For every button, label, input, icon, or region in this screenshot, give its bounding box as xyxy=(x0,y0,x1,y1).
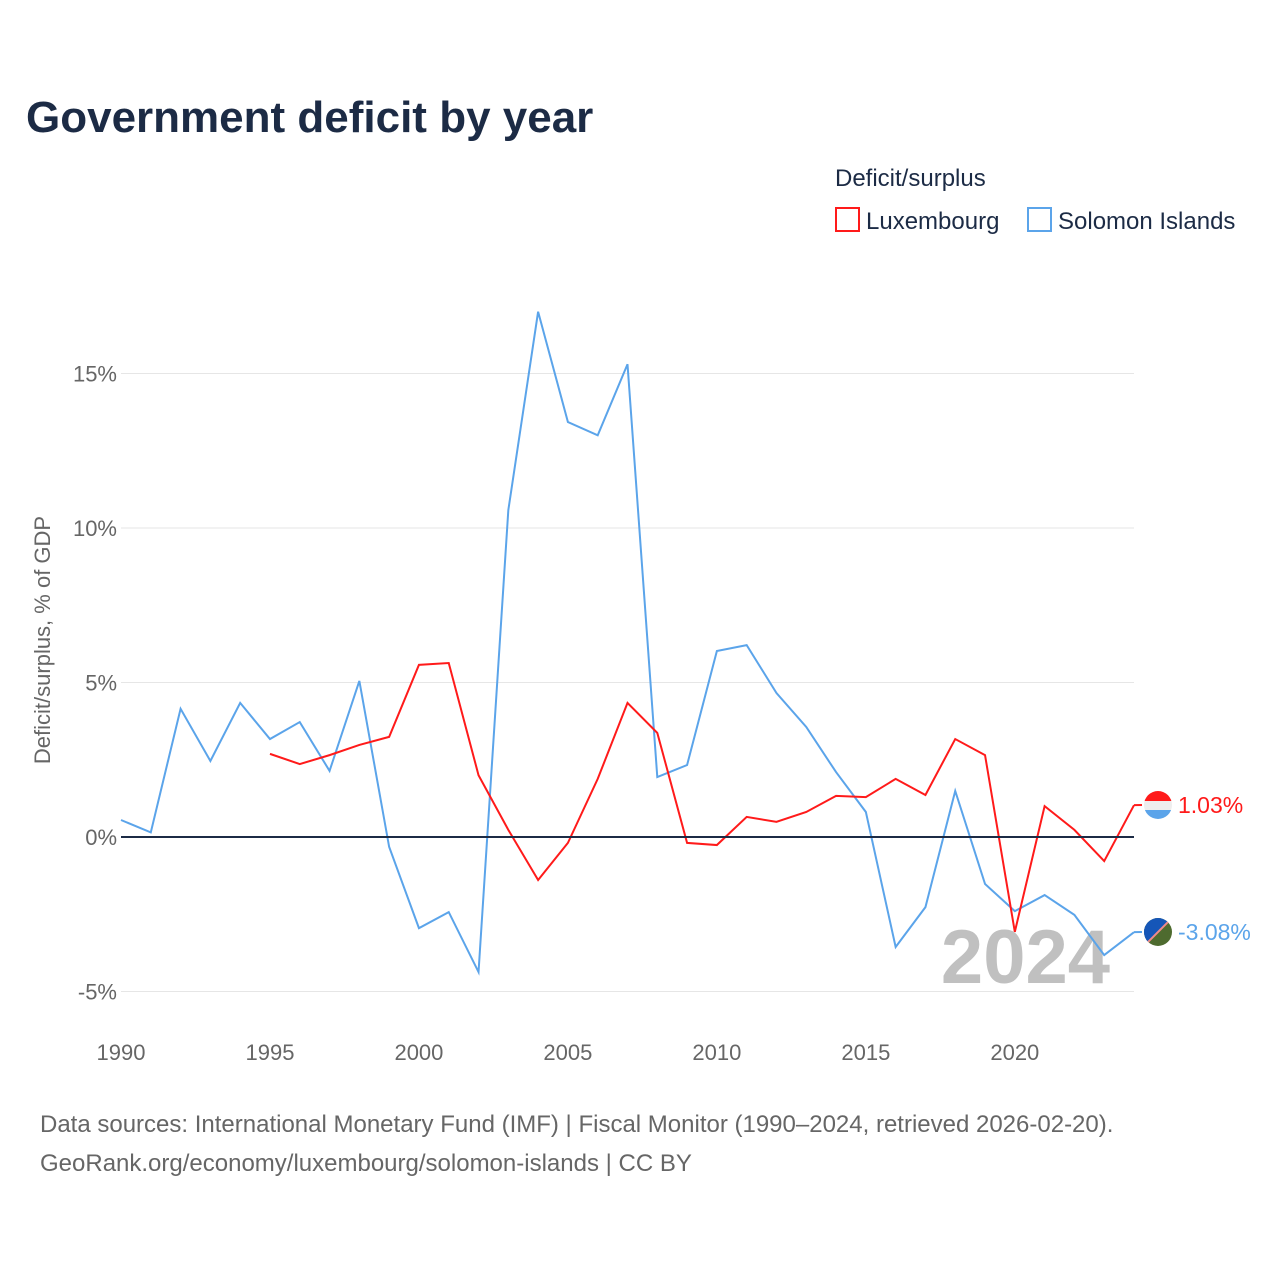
x-tick-label: 1990 xyxy=(97,1040,146,1065)
chart-title: Government deficit by year xyxy=(26,93,593,142)
legend-swatch xyxy=(836,208,859,231)
y-axis-label: Deficit/surplus, % of GDP xyxy=(30,516,55,764)
x-tick-label: 2020 xyxy=(990,1040,1039,1065)
end-value-label: -3.08% xyxy=(1178,919,1251,945)
x-tick-label: 2015 xyxy=(841,1040,890,1065)
legend-label[interactable]: Solomon Islands xyxy=(1058,208,1235,235)
y-tick-label: 0% xyxy=(85,825,117,850)
end-labels: 1.03% -3.08% xyxy=(1134,791,1251,946)
x-tick-label: 2005 xyxy=(543,1040,592,1065)
legend: Luxembourg Solomon Islands xyxy=(836,208,1235,235)
solomon-islands-flag-icon xyxy=(1144,918,1172,946)
legend-title: Deficit/surplus xyxy=(835,165,986,192)
series-line-luxembourg xyxy=(270,663,1134,932)
luxembourg-flag-icon xyxy=(1144,791,1172,820)
y-tick-label: 5% xyxy=(85,671,117,696)
y-tick-label: 10% xyxy=(73,516,117,541)
series-line-solomon-islands xyxy=(121,312,1134,972)
series-group xyxy=(121,312,1134,972)
x-tick-label: 1995 xyxy=(245,1040,294,1065)
source-line-1: Data sources: International Monetary Fun… xyxy=(40,1111,1113,1138)
x-tick-label: 2000 xyxy=(394,1040,443,1065)
legend-swatch xyxy=(1028,208,1051,231)
legend-label[interactable]: Luxembourg xyxy=(866,208,999,235)
x-tick-label: 2010 xyxy=(692,1040,741,1065)
source-line-2: GeoRank.org/economy/luxembourg/solomon-i… xyxy=(40,1150,692,1177)
y-tick-label: 15% xyxy=(73,362,117,387)
y-tick-label: -5% xyxy=(78,980,117,1005)
end-value-label: 1.03% xyxy=(1178,792,1243,818)
